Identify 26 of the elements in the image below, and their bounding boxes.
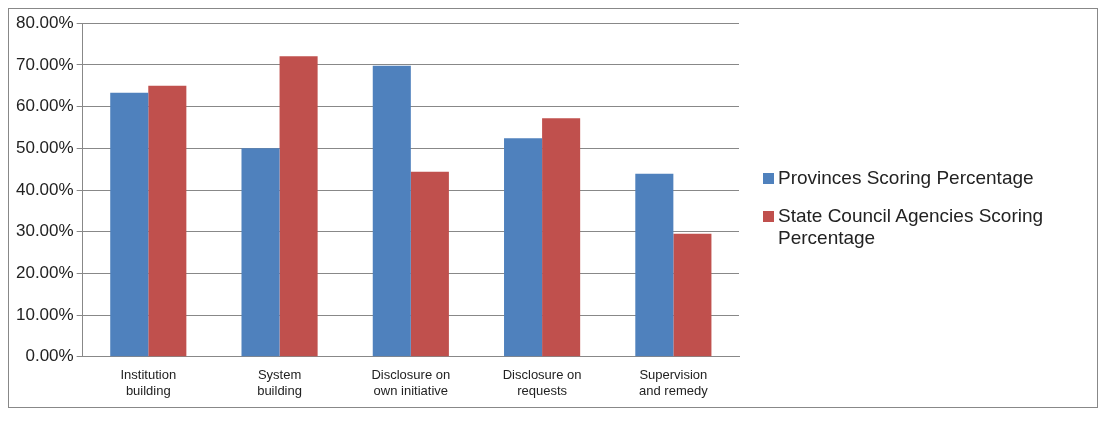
bar xyxy=(673,233,712,357)
y-tick-label: 0.00% xyxy=(25,346,74,366)
bar xyxy=(372,65,411,357)
bar xyxy=(410,171,449,357)
bar xyxy=(148,85,187,357)
x-tick-label: System building xyxy=(257,367,302,398)
bar xyxy=(635,173,674,357)
y-tick-label: 10.00% xyxy=(15,304,74,324)
bar xyxy=(279,56,318,357)
y-tick-label: 30.00% xyxy=(15,221,74,241)
y-tick-label: 70.00% xyxy=(15,54,74,74)
legend-label: Provinces Scoring Percentage xyxy=(778,167,1034,189)
legend-label: State Council Agencies Scoring Percentage xyxy=(778,205,1045,249)
x-tick-label: Disclosure on own initiative xyxy=(371,367,451,398)
x-tick-label: Disclosure on requests xyxy=(502,367,582,398)
x-tick-label: Institution building xyxy=(120,367,177,398)
x-tick-label: Supervision and remedy xyxy=(639,367,709,398)
y-tick-label: 80.00% xyxy=(15,12,74,32)
bar xyxy=(110,92,149,357)
bar xyxy=(241,148,280,357)
bar xyxy=(542,118,581,357)
bar xyxy=(504,138,543,357)
y-tick-label: 60.00% xyxy=(15,96,74,116)
y-tick-label: 50.00% xyxy=(15,137,74,157)
y-tick-label: 40.00% xyxy=(15,179,74,199)
y-tick-label: 20.00% xyxy=(15,263,74,283)
